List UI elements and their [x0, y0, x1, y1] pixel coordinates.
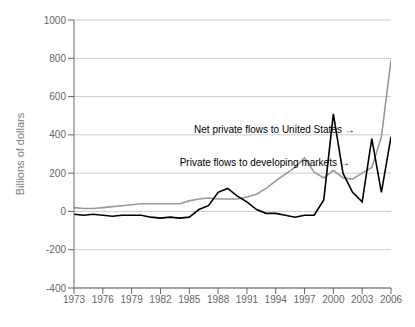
svg-text:2003: 2003	[351, 294, 374, 305]
svg-text:600: 600	[49, 91, 66, 102]
svg-text:1976: 1976	[92, 294, 115, 305]
svg-text:1988: 1988	[207, 294, 230, 305]
svg-text:1994: 1994	[265, 294, 288, 305]
svg-text:1973: 1973	[63, 294, 86, 305]
svg-text:-400: -400	[46, 283, 66, 294]
svg-text:1979: 1979	[121, 294, 144, 305]
svg-text:1991: 1991	[236, 294, 259, 305]
svg-text:200: 200	[49, 168, 66, 179]
svg-text:2000: 2000	[322, 294, 345, 305]
svg-text:1000: 1000	[44, 15, 67, 26]
svg-text:2006: 2006	[380, 294, 403, 305]
svg-text:800: 800	[49, 53, 66, 64]
svg-text:Billions of dollars: Billions of dollars	[14, 112, 26, 195]
svg-text:1997: 1997	[293, 294, 316, 305]
svg-text:1985: 1985	[178, 294, 201, 305]
svg-text:Net private flows to United St: Net private flows to United States →	[194, 124, 355, 135]
svg-text:-200: -200	[46, 244, 66, 255]
svg-text:400: 400	[49, 129, 66, 140]
svg-text:Private flows to developing ma: Private flows to developing markets →	[180, 157, 350, 168]
svg-text:1982: 1982	[149, 294, 172, 305]
svg-text:0: 0	[60, 206, 66, 217]
